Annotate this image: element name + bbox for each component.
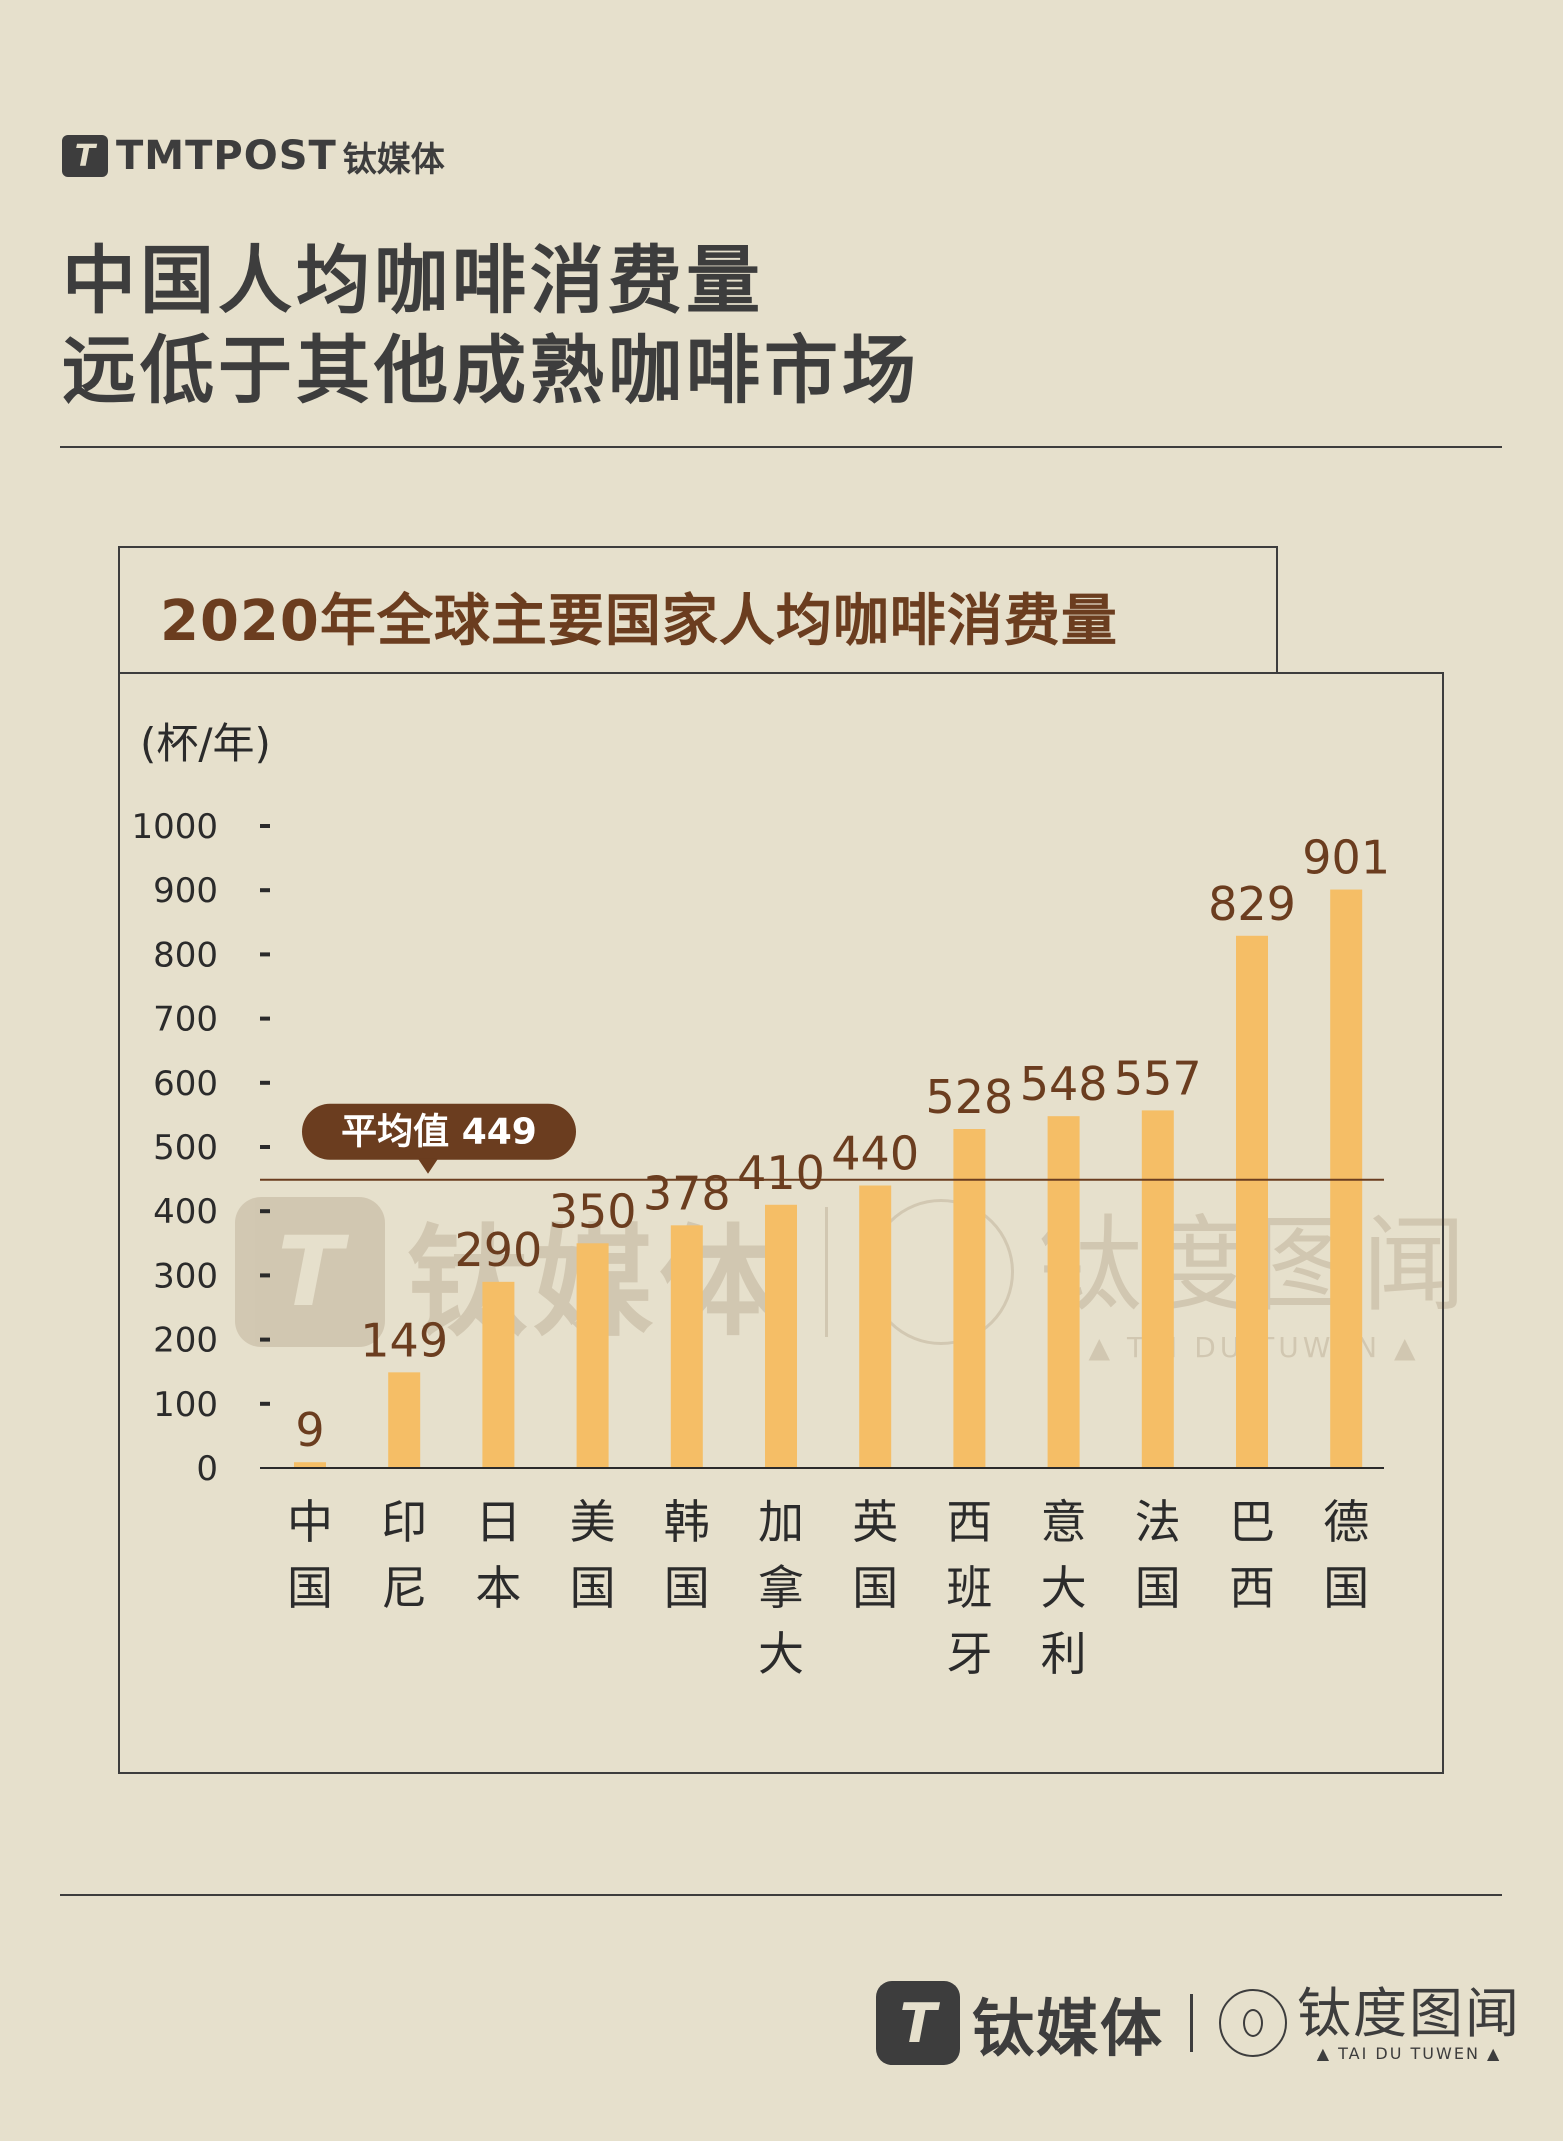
tmtpost-logo-icon: T (62, 135, 108, 177)
bar-chart: (杯/年) 0 100 200 300 400 500 600 700 800 900 1000 9… (131, 719, 1390, 1681)
average-badge (302, 1103, 576, 1160)
bar-7 (953, 1129, 986, 1468)
y-tick-label: 1000 (131, 807, 218, 847)
bar-5 (765, 1204, 797, 1468)
headline-line-2: 远低于其他成熟咖啡市场 (62, 328, 920, 414)
bar-2 (482, 1281, 515, 1468)
x-tick-label: 加拿大 (758, 1495, 804, 1681)
x-tick-label: 意大利 (1041, 1495, 1087, 1681)
y-tick-mark (260, 1337, 270, 1342)
y-tick-mark (260, 1273, 270, 1278)
y-tick-mark (260, 1401, 270, 1406)
y-tick-label: 800 (153, 935, 218, 975)
y-tick-label: 100 (153, 1385, 218, 1425)
header-logo: T TMTPOST 钛媒体 (62, 132, 445, 180)
y-tick-mark (260, 952, 270, 957)
x-tick-label: 英国 (852, 1495, 898, 1615)
bar-value-label: 149 (360, 1313, 448, 1367)
y-axis-ticks: 0 100 200 300 400 500 600 700 800 900 1000 (131, 807, 270, 1489)
bar-value-label: 548 (1020, 1057, 1108, 1111)
average-line-group: 平均值 449 (260, 1103, 1384, 1181)
footer-separator (1190, 1994, 1194, 2052)
bottom-divider (60, 1894, 1502, 1896)
bar-0 (294, 1462, 326, 1468)
chart-frame (118, 672, 1444, 1774)
footer-eye-icon (1219, 1989, 1288, 2057)
y-axis-label: (杯/年) (140, 719, 271, 768)
bar-value-label: 410 (737, 1146, 825, 1200)
bar-value-label: 829 (1208, 877, 1296, 931)
y-tick-mark (260, 888, 270, 893)
chart-title: 2020年全球主要国家人均咖啡消费量 (160, 589, 1118, 654)
bar-8 (1047, 1116, 1080, 1468)
x-tick-label: 韩国 (664, 1495, 710, 1615)
x-tick-label: 巴西 (1229, 1495, 1275, 1615)
y-tick-mark (260, 1209, 270, 1214)
bar-value-label: 290 (454, 1223, 542, 1277)
headline-line-1: 中国人均咖啡消费量 (62, 238, 764, 324)
x-tick-label: 日本 (475, 1495, 521, 1615)
bar-value-label: 440 (831, 1127, 919, 1181)
y-tick-label: 500 (153, 1128, 218, 1168)
x-tick-label: 美国 (570, 1495, 616, 1615)
x-tick-label: 法国 (1135, 1495, 1181, 1615)
bar-value-label: 9 (295, 1403, 324, 1457)
bar-value-label: 350 (549, 1184, 637, 1238)
x-tick-label: 德国 (1323, 1495, 1369, 1615)
y-tick-mark (260, 1145, 270, 1149)
bar-1 (388, 1372, 421, 1468)
y-tick-mark (260, 824, 270, 828)
y-tick-label: 600 (153, 1064, 218, 1104)
x-tick-label: 西班牙 (946, 1495, 992, 1681)
y-tick-mark (260, 1016, 270, 1021)
average-badge-pointer (418, 1158, 438, 1174)
x-tick-label: 中国 (287, 1495, 333, 1615)
bar-10 (1236, 935, 1268, 1468)
brand-name: TMTPOST (116, 133, 337, 179)
bar-value-label: 557 (1114, 1051, 1202, 1105)
x-tick-label: 印尼 (381, 1495, 427, 1615)
top-divider (60, 446, 1502, 448)
y-tick-label: 0 (196, 1449, 218, 1489)
bar-value-label: 378 (643, 1166, 731, 1220)
bar-4 (670, 1225, 703, 1468)
y-tick-label: 700 (153, 1000, 218, 1040)
y-tick-label: 300 (153, 1256, 218, 1296)
y-tick-label: 400 (153, 1192, 218, 1232)
bar-value-label: 528 (925, 1070, 1013, 1124)
y-tick-label: 900 (153, 871, 218, 911)
footer-right-text: 钛度图闻 (1297, 1981, 1522, 2045)
footer-brand: T 钛媒体 钛度图闻 ▲ TAI DU TUWEN ▲ (876, 1978, 1521, 2068)
chart-title-tab (118, 546, 1278, 672)
y-tick-label: 200 (153, 1321, 218, 1361)
bar-6 (859, 1185, 892, 1468)
footer-brand-cn: 钛媒体 (972, 1992, 1165, 2065)
average-label: 平均值 449 (341, 1112, 537, 1153)
bar-9 (1141, 1110, 1174, 1468)
brand-name-cn: 钛媒体 (342, 139, 445, 180)
bar-3 (576, 1243, 609, 1468)
footer-right-subtext: ▲ TAI DU TUWEN ▲ (1316, 2043, 1502, 2063)
footer-logo-icon: T (876, 1981, 960, 2065)
bar-value-label: 901 (1302, 831, 1390, 885)
y-tick-mark (260, 1080, 270, 1085)
